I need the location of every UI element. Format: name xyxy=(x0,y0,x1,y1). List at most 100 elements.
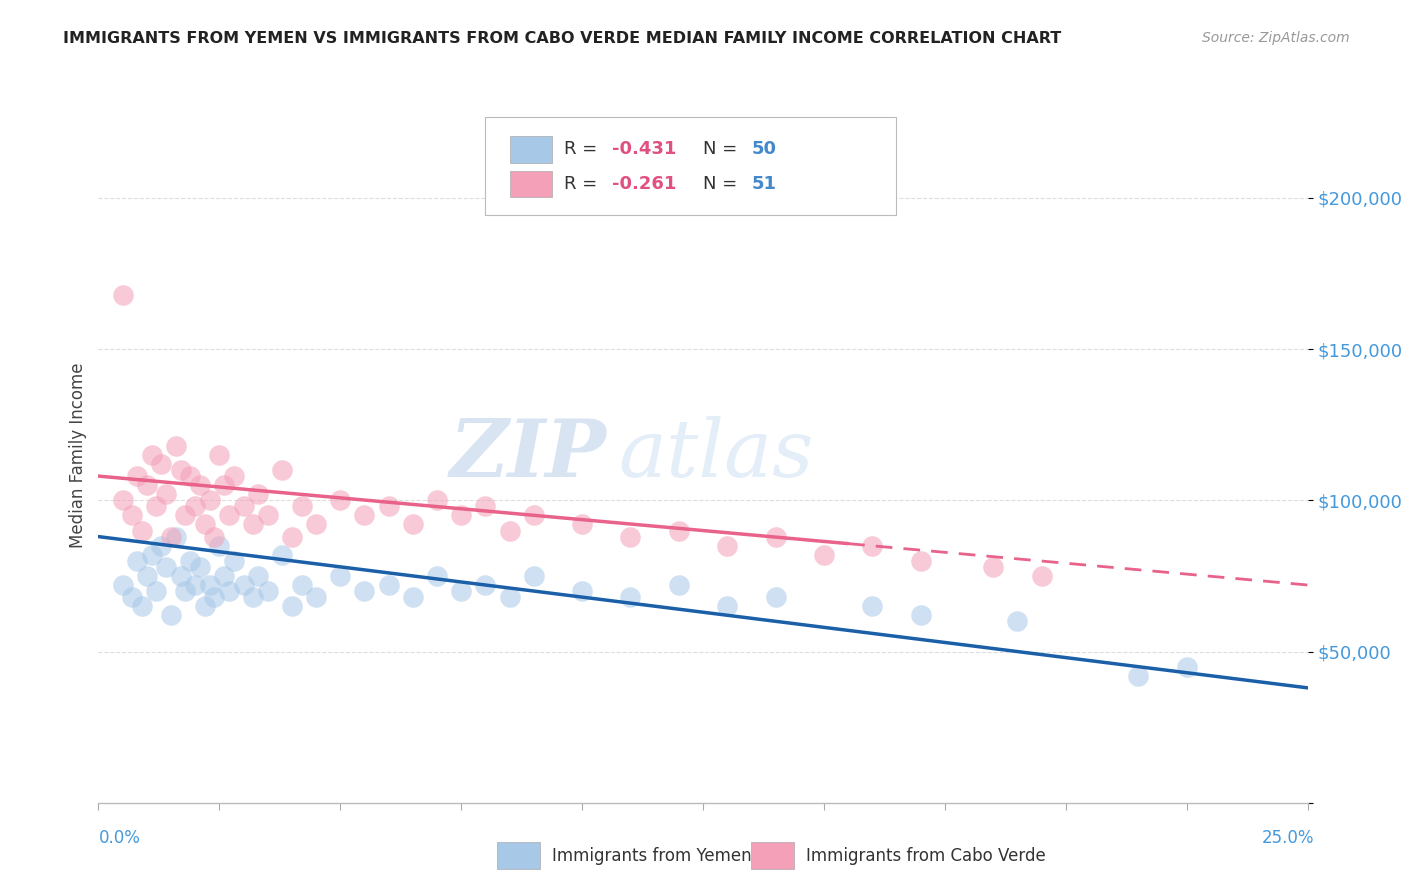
Point xyxy=(232,500,254,514)
Point xyxy=(247,487,270,501)
Point xyxy=(256,584,278,599)
FancyBboxPatch shape xyxy=(485,118,897,215)
Text: -0.261: -0.261 xyxy=(612,175,676,194)
Point xyxy=(498,590,520,604)
Point xyxy=(256,508,278,523)
Point xyxy=(184,500,207,514)
Point xyxy=(353,508,375,523)
Point xyxy=(813,548,835,562)
Point xyxy=(290,500,312,514)
Point xyxy=(426,493,449,508)
FancyBboxPatch shape xyxy=(509,136,551,162)
Point xyxy=(165,439,187,453)
Point xyxy=(127,554,149,568)
Text: N =: N = xyxy=(703,175,742,194)
Point xyxy=(290,578,312,592)
Text: atlas: atlas xyxy=(619,417,814,493)
Point xyxy=(571,584,593,599)
Point xyxy=(247,569,270,583)
Point xyxy=(204,590,226,604)
Point xyxy=(353,584,375,599)
Point xyxy=(232,578,254,592)
Point xyxy=(523,508,546,523)
Point xyxy=(121,508,143,523)
Point xyxy=(571,517,593,532)
Text: ZIP: ZIP xyxy=(450,417,606,493)
Text: Immigrants from Yemen: Immigrants from Yemen xyxy=(551,847,751,864)
Point xyxy=(426,569,449,583)
Point xyxy=(135,569,157,583)
Point xyxy=(194,517,217,532)
Point xyxy=(860,539,883,553)
Point xyxy=(668,578,690,592)
Point xyxy=(135,478,157,492)
Point xyxy=(141,448,163,462)
Point xyxy=(188,478,211,492)
Point xyxy=(474,500,496,514)
Text: -0.431: -0.431 xyxy=(612,140,676,159)
Point xyxy=(111,287,134,301)
Point xyxy=(305,590,328,604)
FancyBboxPatch shape xyxy=(509,171,551,197)
Text: 51: 51 xyxy=(751,175,776,194)
Point xyxy=(1007,615,1029,629)
Point xyxy=(131,524,153,538)
Point xyxy=(179,554,201,568)
Point xyxy=(150,457,173,471)
Point xyxy=(474,578,496,592)
Text: IMMIGRANTS FROM YEMEN VS IMMIGRANTS FROM CABO VERDE MEDIAN FAMILY INCOME CORRELA: IMMIGRANTS FROM YEMEN VS IMMIGRANTS FROM… xyxy=(63,31,1062,46)
Point xyxy=(281,599,304,614)
Point xyxy=(174,508,197,523)
Point xyxy=(179,469,201,483)
Point xyxy=(222,554,245,568)
Point xyxy=(208,539,231,553)
Point xyxy=(212,569,235,583)
Point xyxy=(169,463,191,477)
Point xyxy=(523,569,546,583)
Point xyxy=(160,608,183,623)
Point xyxy=(242,590,264,604)
Point xyxy=(169,569,191,583)
Point xyxy=(1031,569,1053,583)
Point xyxy=(155,559,177,574)
Point xyxy=(860,599,883,614)
Point xyxy=(329,493,352,508)
Point xyxy=(184,578,207,592)
Point xyxy=(212,478,235,492)
Point xyxy=(619,530,641,544)
Point xyxy=(208,448,231,462)
Point xyxy=(131,599,153,614)
Point xyxy=(450,584,472,599)
FancyBboxPatch shape xyxy=(751,842,794,869)
Point xyxy=(194,599,217,614)
Text: N =: N = xyxy=(703,140,742,159)
Point xyxy=(204,530,226,544)
Point xyxy=(981,559,1004,574)
Point xyxy=(127,469,149,483)
Text: 50: 50 xyxy=(751,140,776,159)
Point xyxy=(198,578,221,592)
Point xyxy=(619,590,641,604)
Point xyxy=(765,590,787,604)
Point xyxy=(242,517,264,532)
Point xyxy=(141,548,163,562)
Text: R =: R = xyxy=(564,175,603,194)
Point xyxy=(155,487,177,501)
Point xyxy=(218,508,240,523)
Point xyxy=(150,539,173,553)
Point xyxy=(668,524,690,538)
Point xyxy=(174,584,197,599)
Point xyxy=(271,548,294,562)
Point xyxy=(305,517,328,532)
Text: 0.0%: 0.0% xyxy=(98,830,141,847)
Point xyxy=(329,569,352,583)
Point xyxy=(377,500,399,514)
Point xyxy=(145,584,167,599)
Point xyxy=(765,530,787,544)
Point xyxy=(188,559,211,574)
Point xyxy=(111,493,134,508)
Point xyxy=(222,469,245,483)
Point xyxy=(198,493,221,508)
Point xyxy=(218,584,240,599)
Point xyxy=(281,530,304,544)
